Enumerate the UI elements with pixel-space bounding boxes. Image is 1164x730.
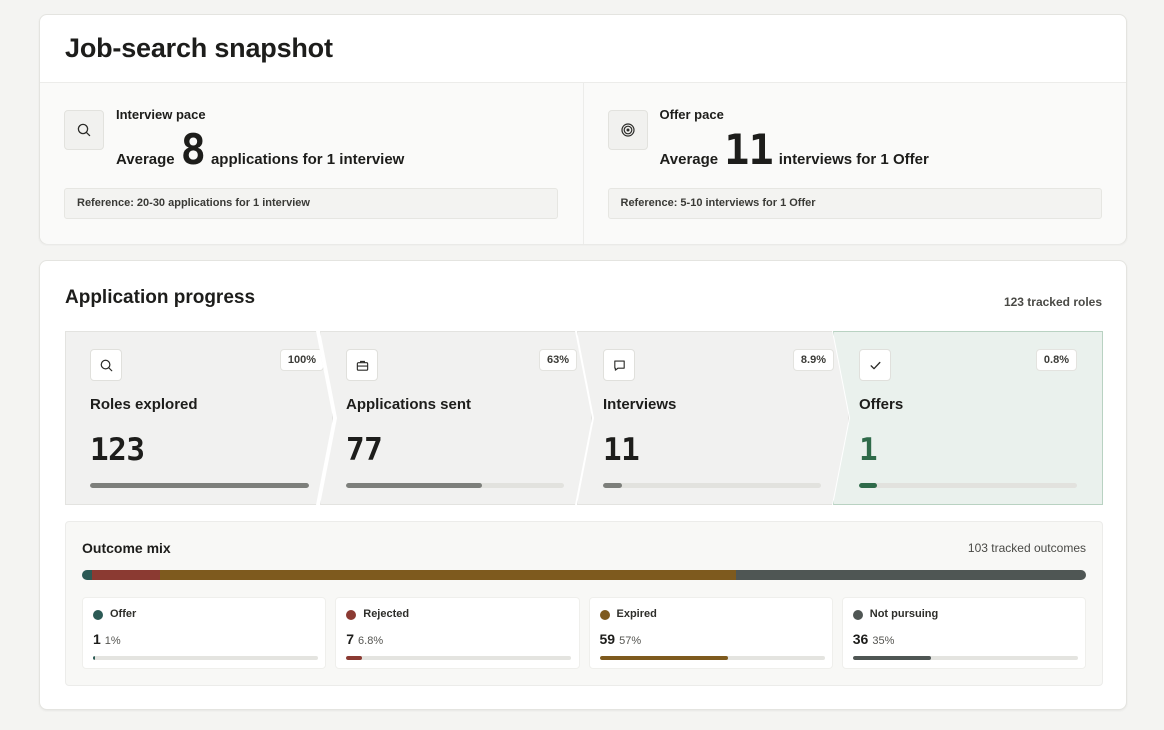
legend-progress-bar (93, 656, 318, 660)
stage-percent-badge: 8.9% (793, 349, 834, 371)
check-icon (859, 349, 891, 381)
page-title: Job-search snapshot (65, 33, 333, 63)
pace-summary: Average 8 applications for 1 interview (116, 125, 404, 174)
stage-progress-bar (346, 483, 564, 488)
outcome-mix: Outcome mix 103 tracked outcomes Offer 1… (65, 521, 1103, 686)
pace-prefix: Average (659, 151, 719, 168)
pace-value: 11 (724, 125, 774, 174)
legend-count: 59 (599, 631, 616, 647)
legend-progress-bar (599, 656, 825, 660)
stage-interviews[interactable]: 8.9% Interviews 11 (577, 331, 849, 505)
stage-progress-fill (90, 483, 309, 488)
stage-percent-badge: 0.8% (1035, 349, 1077, 371)
stage-count: 11 (603, 432, 640, 468)
stage-progress-fill (859, 483, 877, 488)
legend-percent: 35% (872, 635, 895, 647)
pace-value: 8 (180, 125, 206, 174)
legend-count: 7 (346, 631, 355, 647)
legend-progress-fill (599, 656, 729, 660)
mix-segment-offer (82, 570, 93, 580)
legend-progress-bar (852, 656, 1078, 660)
mix-segment-expired (160, 570, 736, 580)
stage-progress-bar (90, 483, 309, 488)
legend-percent: 57% (619, 635, 642, 647)
offer-pace: Offer pace Average 11 interviews for 1 O… (582, 83, 1127, 244)
pace-row: Interview pace Average 8 applications fo… (40, 82, 1126, 244)
outcome-mix-bar (82, 570, 1086, 580)
legend-dot (346, 610, 357, 620)
stage-progress-fill (603, 483, 622, 488)
legend-item-not-pursuing: Not pursuing 36 35% (841, 597, 1086, 669)
legend-percent: 6.8% (358, 635, 384, 647)
progress-card: Application progress 123 tracked roles 1… (39, 260, 1127, 710)
legend-label: Not pursuing (869, 608, 939, 620)
pace-label: Offer pace (659, 107, 724, 122)
search-icon (90, 349, 122, 381)
legend-item-expired: Expired 59 57% (588, 597, 833, 669)
legend-progress-fill (93, 656, 96, 660)
legend-progress-fill (852, 656, 932, 660)
legend-progress-bar (346, 656, 572, 660)
legend-percent: 1% (104, 635, 121, 647)
outcome-total: 103 tracked outcomes (967, 541, 1086, 555)
stage-percent-badge: 63% (539, 349, 577, 371)
pace-suffix: applications for 1 interview (210, 151, 405, 168)
legend-count: 1 (93, 631, 101, 647)
legend-value: 7 6.8% (346, 631, 383, 647)
pace-summary: Average 11 interviews for 1 Offer (660, 125, 929, 174)
legend-label: Rejected (363, 608, 410, 620)
stage-count: 77 (346, 432, 383, 468)
interview-pace: Interview pace Average 8 applications fo… (40, 83, 583, 244)
legend-dot (852, 610, 863, 620)
stage-percent-badge: 100% (280, 349, 324, 371)
stage-progress-bar (603, 483, 821, 488)
briefcase-icon (346, 349, 378, 381)
target-icon (607, 110, 648, 150)
section-title: Application progress (65, 287, 256, 308)
stage-count: 123 (90, 432, 145, 468)
stage-name: Offers (859, 396, 904, 413)
snapshot-card: Job-search snapshot Interview pace Avera… (39, 14, 1127, 244)
pace-reference: Reference: 5-10 interviews for 1 Offer (607, 188, 1102, 219)
stage-progress-fill (346, 483, 482, 488)
chat-icon (603, 349, 635, 381)
pace-prefix: Average (116, 151, 175, 168)
pace-suffix: interviews for 1 Offer (778, 151, 929, 168)
stage-name: Applications sent (346, 396, 472, 413)
legend-value: 36 35% (853, 631, 895, 647)
legend-item-offer: Offer 1 1% (82, 597, 327, 669)
pace-label: Interview pace (116, 107, 206, 122)
tracked-roles-count: 123 tracked roles (1003, 295, 1102, 309)
legend-item-rejected: Rejected 7 6.8% (335, 597, 580, 669)
progress-funnel: 100% Roles explored 123 63% Applications… (65, 331, 1103, 505)
legend-dot (599, 610, 610, 620)
search-icon (64, 110, 104, 150)
stage-offers[interactable]: 0.8% Offers 1 (833, 331, 1103, 505)
legend-dot (93, 610, 103, 620)
legend-label: Expired (616, 608, 657, 620)
mix-segment-not-pursuing (735, 570, 1086, 580)
stage-name: Interviews (603, 396, 677, 413)
legend-progress-fill (346, 656, 362, 660)
outcome-legend: Offer 1 1% Rejected 7 6.8% Expired (82, 597, 1086, 669)
outcome-title: Outcome mix (82, 540, 171, 556)
stage-roles-explored[interactable]: 100% Roles explored 123 (65, 331, 333, 505)
legend-value: 1 1% (93, 631, 121, 647)
legend-count: 36 (852, 631, 869, 647)
mix-segment-rejected (92, 570, 161, 580)
stage-name: Roles explored (90, 396, 198, 413)
legend-value: 59 57% (600, 631, 642, 647)
stage-count: 1 (859, 432, 878, 468)
stage-applications-sent[interactable]: 63% Applications sent 77 (320, 331, 592, 505)
legend-label: Offer (110, 608, 137, 620)
stage-progress-bar (859, 483, 1077, 488)
pace-reference: Reference: 20-30 applications for 1 inte… (64, 188, 558, 219)
